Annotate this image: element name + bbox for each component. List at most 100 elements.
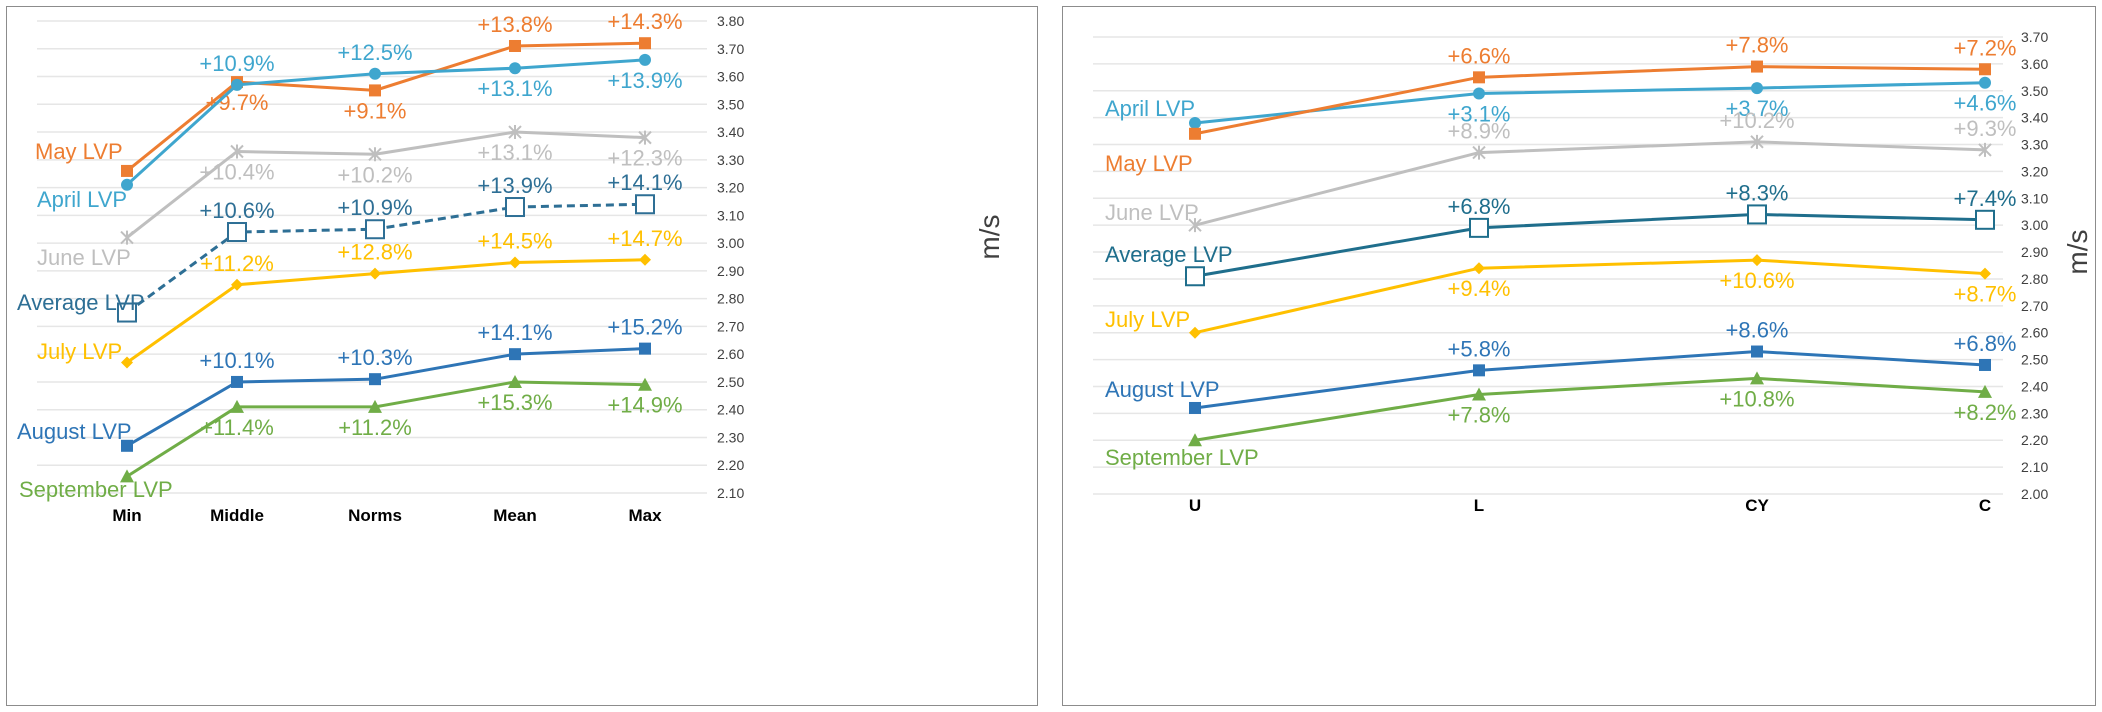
- data-label-september-lvp: +14.9%: [607, 393, 682, 418]
- data-point-average-lvp: [1185, 266, 1205, 287]
- data-label-may-lvp: +9.7%: [206, 90, 269, 115]
- data-label-september-lvp: +11.4%: [200, 415, 274, 440]
- data-label-april-lvp: +13.9%: [607, 68, 682, 93]
- series-line-july-lvp: [1194, 258, 1986, 335]
- series-name-april-lvp: April LVP: [37, 187, 127, 212]
- data-point-august-lvp: [1473, 364, 1485, 377]
- y-tick-label: 3.00: [717, 235, 744, 251]
- data-label-september-lvp: +11.2%: [338, 415, 412, 440]
- data-label-june-lvp: +9.3%: [1954, 116, 2017, 141]
- data-point-may-lvp: [1751, 60, 1763, 73]
- data-label-september-lvp: +7.8%: [1448, 403, 1511, 428]
- data-label-august-lvp: +6.8%: [1954, 331, 2017, 356]
- data-point-august-lvp: [231, 375, 243, 388]
- y-tick-label: 2.50: [717, 374, 744, 390]
- y-tick-label: 3.40: [717, 124, 744, 140]
- y-tick-label: 2.80: [717, 291, 744, 307]
- data-label-august-lvp: +10.3%: [337, 345, 412, 370]
- data-point-average-lvp: [117, 302, 137, 323]
- data-label-august-lvp: +8.6%: [1726, 318, 1789, 343]
- series-line-september-lvp: [1194, 376, 1986, 442]
- data-label-june-lvp: +12.3%: [607, 146, 682, 171]
- data-point-september-lvp: [638, 377, 652, 391]
- y-tick-label: 2.40: [2021, 378, 2048, 394]
- data-label-july-lvp: +8.7%: [1954, 282, 2017, 307]
- data-point-june-lvp: [1472, 145, 1486, 160]
- y-tick-label: 3.00: [2021, 217, 2048, 233]
- data-label-july-lvp: +11.2%: [200, 251, 274, 276]
- data-label-average-lvp: +13.9%: [477, 173, 552, 198]
- data-point-may-lvp: [1473, 71, 1485, 84]
- y-tick-label: 2.40: [717, 402, 744, 418]
- data-label-june-lvp: +10.4%: [199, 159, 274, 184]
- y-tick-label: 2.70: [2021, 298, 2048, 314]
- data-label-august-lvp: +14.1%: [477, 320, 552, 345]
- data-point-august-lvp: [639, 342, 651, 355]
- data-point-september-lvp: [1472, 387, 1486, 401]
- data-label-august-lvp: +15.2%: [607, 315, 682, 340]
- data-point-august-lvp: [509, 348, 521, 361]
- y-tick-label: 2.90: [2021, 244, 2048, 260]
- data-label-april-lvp: +4.6%: [1954, 91, 2017, 116]
- y-tick-label: 2.10: [717, 485, 744, 501]
- data-point-average-lvp: [227, 222, 247, 243]
- data-point-july-lvp: [1189, 326, 1201, 339]
- data-point-september-lvp: [120, 469, 134, 483]
- series-name-september-lvp: September LVP: [19, 477, 173, 502]
- y-tick-label: 2.60: [2021, 325, 2048, 341]
- y-tick-label: 3.30: [717, 152, 744, 168]
- y-tick-label: 2.50: [2021, 352, 2048, 368]
- data-label-august-lvp: +5.8%: [1448, 336, 1511, 361]
- series-name-may-lvp: May LVP: [35, 139, 123, 164]
- data-point-july-lvp: [1473, 262, 1485, 275]
- x-tick-label: Middle: [210, 506, 264, 525]
- data-label-june-lvp: +10.2%: [337, 162, 412, 187]
- data-point-august-lvp: [1189, 401, 1201, 414]
- y-tick-label: 3.20: [2021, 163, 2048, 179]
- data-label-june-lvp: +10.2%: [1719, 108, 1794, 133]
- chart-panel-left: 2.10 2.20 2.30 2.40 2.50 2.60 2.70 2.80 2.90 3.00…: [6, 6, 1038, 706]
- data-label-july-lvp: +14.5%: [477, 229, 552, 254]
- data-point-september-lvp: [1188, 433, 1202, 447]
- data-point-april-lvp: [1751, 82, 1763, 95]
- data-point-may-lvp: [1189, 127, 1201, 140]
- series-line-may-lvp: [1194, 65, 1986, 136]
- y-tick-label: 3.10: [2021, 190, 2048, 206]
- data-point-may-lvp: [509, 39, 521, 52]
- x-tick-label: Mean: [493, 506, 536, 525]
- data-point-april-lvp: [121, 178, 133, 191]
- data-point-june-lvp: [368, 147, 382, 162]
- data-point-july-lvp: [231, 278, 243, 291]
- series-name-june-lvp: June LVP: [1105, 200, 1199, 225]
- data-label-april-lvp: +13.1%: [477, 76, 552, 101]
- y-tick-label: 3.10: [717, 207, 744, 223]
- x-tick-label: L: [1474, 496, 1484, 515]
- x-tick-label: CY: [1745, 496, 1769, 515]
- data-label-june-lvp: +8.9%: [1448, 119, 1511, 144]
- data-point-august-lvp: [369, 373, 381, 386]
- data-label-april-lvp: +10.9%: [199, 51, 274, 76]
- y-axis-label: m/s: [2062, 229, 2093, 274]
- y-tick-label: 2.10: [2021, 459, 2048, 475]
- data-label-average-lvp: +6.8%: [1448, 194, 1511, 219]
- data-point-april-lvp: [1979, 76, 1991, 89]
- data-point-april-lvp: [1473, 87, 1485, 100]
- x-tick-label: Norms: [348, 506, 402, 525]
- data-point-may-lvp: [1979, 63, 1991, 76]
- series-line-april-lvp: [1194, 81, 1986, 125]
- data-label-may-lvp: +9.1%: [344, 98, 407, 123]
- data-label-july-lvp: +14.7%: [607, 226, 682, 251]
- series-name-august-lvp: August LVP: [17, 419, 132, 444]
- data-point-average-lvp: [365, 219, 385, 240]
- data-point-june-lvp: [638, 130, 652, 145]
- y-axis-label: m/s: [974, 214, 1005, 259]
- data-point-july-lvp: [121, 356, 133, 369]
- series-name-may-lvp: May LVP: [1105, 151, 1193, 176]
- y-tick-label: 2.30: [2021, 405, 2048, 421]
- data-label-july-lvp: +9.4%: [1448, 276, 1511, 301]
- data-point-may-lvp: [369, 84, 381, 97]
- series-name-average-lvp: Average LVP: [17, 290, 145, 315]
- data-label-average-lvp: +10.6%: [199, 198, 274, 223]
- data-point-august-lvp: [121, 439, 133, 452]
- data-point-june-lvp: [508, 125, 522, 140]
